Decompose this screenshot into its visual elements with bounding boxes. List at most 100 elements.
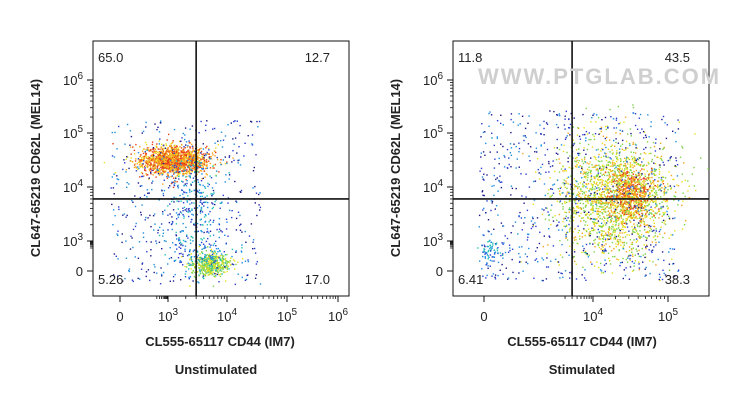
event-dot <box>641 234 642 235</box>
event-dot <box>632 208 633 209</box>
event-dot <box>650 196 651 197</box>
event-dot <box>589 214 590 215</box>
event-dot <box>616 161 617 162</box>
event-dot <box>685 180 686 181</box>
event-dot <box>183 150 184 151</box>
event-dot <box>207 238 208 239</box>
event-dot <box>632 144 633 145</box>
event-dot <box>200 165 201 166</box>
event-dot <box>645 248 646 249</box>
event-dot <box>188 152 189 153</box>
event-dot <box>614 229 615 230</box>
event-dot <box>657 212 658 213</box>
event-dot <box>203 153 204 154</box>
event-dot <box>649 230 650 231</box>
event-dot <box>687 180 688 181</box>
event-dot <box>520 261 521 262</box>
event-dot <box>250 121 251 122</box>
event-dot <box>648 163 649 164</box>
event-dot <box>234 120 235 121</box>
event-dot <box>258 194 259 195</box>
event-dot <box>214 273 215 274</box>
event-dot <box>161 223 162 224</box>
event-dot <box>163 150 164 151</box>
event-dot <box>601 206 602 207</box>
event-dot <box>596 175 597 176</box>
event-dot <box>175 162 176 163</box>
event-dot <box>231 256 232 257</box>
event-dot <box>169 169 170 170</box>
event-dot <box>189 203 190 204</box>
event-dot <box>203 274 204 275</box>
event-dot <box>604 191 605 192</box>
event-dot <box>256 215 257 216</box>
event-dot <box>615 173 616 174</box>
event-dot <box>685 220 686 221</box>
event-dot <box>598 202 599 203</box>
event-dot <box>158 173 159 174</box>
event-dot <box>224 266 225 267</box>
event-dot <box>596 165 597 166</box>
event-dot <box>601 212 602 213</box>
event-dot <box>232 138 233 139</box>
event-dot <box>198 275 199 276</box>
event-dot <box>650 218 651 219</box>
event-dot <box>589 233 590 234</box>
event-dot <box>112 132 113 133</box>
event-dot <box>590 233 591 234</box>
event-dot <box>207 228 208 229</box>
event-dot <box>590 231 591 232</box>
event-dot <box>198 167 199 168</box>
event-dot <box>579 238 580 239</box>
event-dot <box>189 173 190 174</box>
event-dot <box>164 190 165 191</box>
event-dot <box>688 186 689 187</box>
event-dot <box>253 170 254 171</box>
event-dot <box>237 160 238 161</box>
event-dot <box>118 206 119 207</box>
event-dot <box>208 149 209 150</box>
event-dot <box>626 141 627 142</box>
event-dot <box>245 261 246 262</box>
event-dot <box>608 253 609 254</box>
event-dot <box>666 201 667 202</box>
event-dot <box>194 249 195 250</box>
event-dot <box>198 263 199 264</box>
event-dot <box>145 122 146 123</box>
event-dot <box>190 160 191 161</box>
event-dot <box>226 163 227 164</box>
event-dot <box>113 174 114 175</box>
event-dot <box>138 258 139 259</box>
event-dot <box>198 151 199 152</box>
event-dot <box>604 184 605 185</box>
event-dot <box>200 271 201 272</box>
event-dot <box>169 154 170 155</box>
event-dot <box>176 223 177 224</box>
event-dot <box>637 188 638 189</box>
event-dot <box>615 206 616 207</box>
event-dot <box>225 258 226 259</box>
event-dot <box>590 181 591 182</box>
event-dot <box>652 216 653 217</box>
event-dot <box>667 189 668 190</box>
event-dot <box>585 183 586 184</box>
event-dot <box>598 213 599 214</box>
event-dot <box>650 187 651 188</box>
event-dot <box>591 230 592 231</box>
event-dot <box>588 167 589 168</box>
event-dot <box>601 131 602 132</box>
event-dot <box>608 172 609 173</box>
event-dot <box>210 270 211 271</box>
event-dot <box>212 258 213 259</box>
event-dot <box>139 162 140 163</box>
event-dot <box>189 265 190 266</box>
event-dot <box>225 135 226 136</box>
event-dot <box>170 160 171 161</box>
event-dot <box>175 274 176 275</box>
event-dot <box>191 151 192 152</box>
event-dot <box>617 177 618 178</box>
event-dot <box>182 175 183 176</box>
event-dot <box>615 224 616 225</box>
event-dot <box>231 122 232 123</box>
event-dot <box>624 226 625 227</box>
